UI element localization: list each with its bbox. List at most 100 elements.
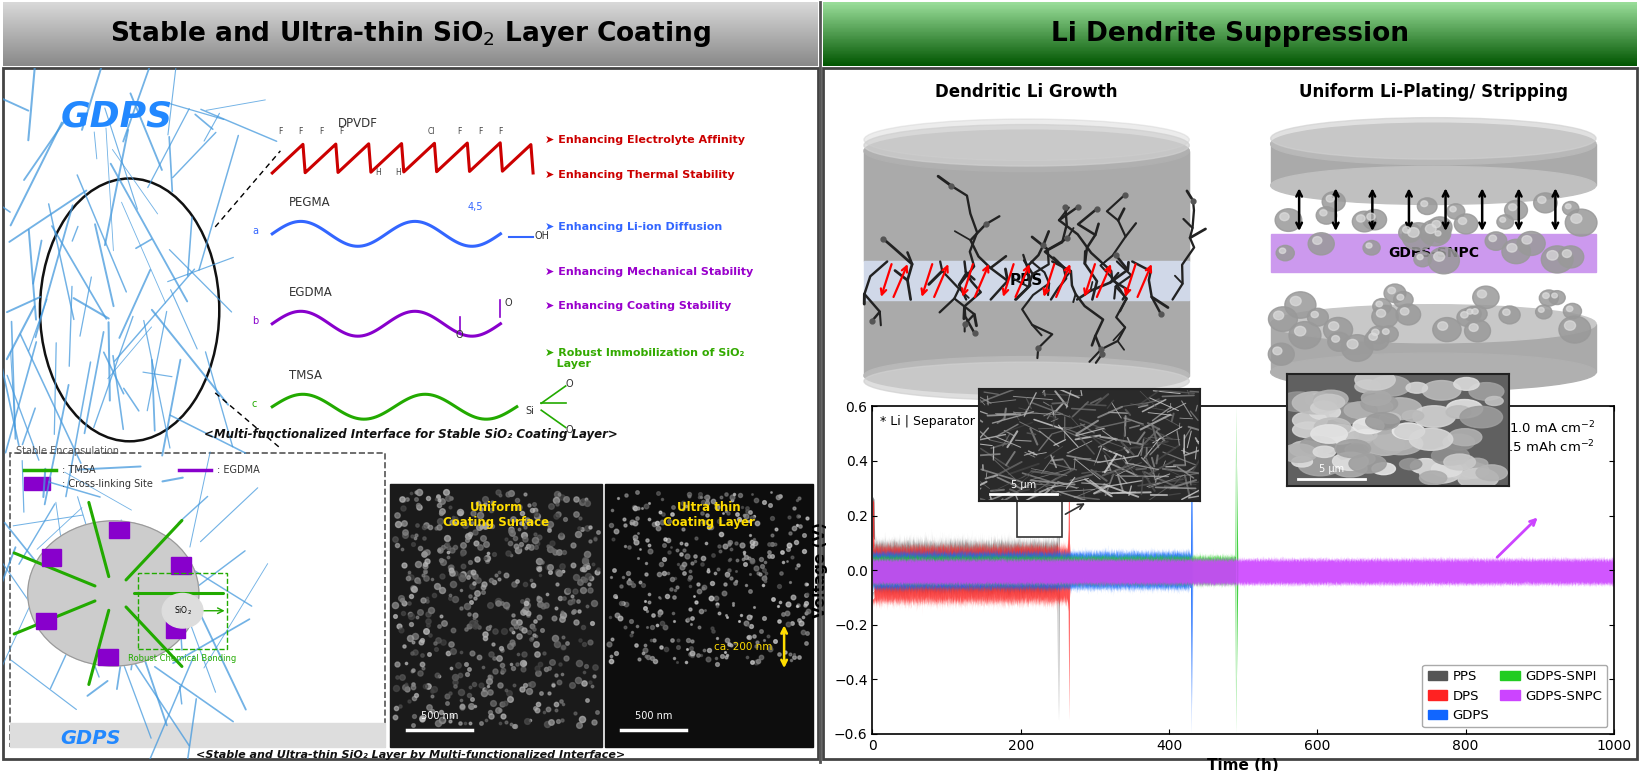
Text: TMSA: TMSA	[288, 369, 321, 382]
Bar	[3, 53, 818, 54]
Bar	[3, 26, 818, 27]
Circle shape	[1469, 324, 1477, 332]
Circle shape	[1355, 412, 1383, 426]
Bar	[166, 621, 185, 638]
Bar	[823, 52, 1636, 53]
Circle shape	[1311, 237, 1321, 244]
Ellipse shape	[864, 130, 1188, 172]
Bar	[3, 54, 818, 55]
Bar	[823, 26, 1636, 27]
Circle shape	[1326, 195, 1334, 202]
Circle shape	[1562, 303, 1580, 319]
Text: 1.0 mA cm$^{-2}$
0.5 mAh cm$^{-2}$: 1.0 mA cm$^{-2}$ 0.5 mAh cm$^{-2}$	[1500, 419, 1595, 456]
Bar	[823, 45, 1636, 46]
Circle shape	[1401, 410, 1423, 421]
Circle shape	[1395, 304, 1419, 325]
Bar	[3, 16, 818, 17]
Bar	[3, 11, 818, 12]
Bar	[823, 34, 1636, 35]
Circle shape	[1349, 453, 1373, 466]
Text: EGDMA: EGDMA	[288, 286, 333, 299]
Bar	[390, 484, 602, 747]
Circle shape	[1369, 375, 1410, 396]
Circle shape	[1272, 347, 1282, 355]
Bar	[823, 58, 1636, 59]
Circle shape	[1465, 309, 1472, 314]
Ellipse shape	[1270, 353, 1595, 391]
Circle shape	[1298, 453, 1341, 476]
Circle shape	[1382, 328, 1388, 335]
Bar	[823, 20, 1636, 21]
Circle shape	[1475, 465, 1506, 480]
Bar	[823, 27, 1636, 28]
Bar	[3, 33, 818, 34]
Bar	[823, 40, 1636, 41]
Bar	[3, 4, 818, 5]
Text: Stable Encapsulation: Stable Encapsulation	[15, 446, 118, 456]
Circle shape	[1408, 429, 1452, 450]
Text: Dendritic Li Growth: Dendritic Li Growth	[934, 83, 1118, 101]
Bar	[823, 39, 1636, 40]
Circle shape	[1308, 233, 1334, 255]
Circle shape	[1464, 306, 1480, 322]
Circle shape	[1401, 223, 1434, 251]
Bar	[3, 32, 818, 33]
Bar	[823, 9, 1636, 10]
Circle shape	[1378, 433, 1421, 455]
Bar	[3, 2, 818, 3]
Bar	[3, 63, 818, 64]
Bar	[823, 44, 1636, 45]
Text: Ultra thin
Coating Layer: Ultra thin Coating Layer	[662, 501, 754, 530]
Circle shape	[1372, 463, 1395, 475]
Circle shape	[1387, 288, 1395, 294]
Bar	[823, 60, 1636, 61]
Bar	[3, 47, 818, 48]
Bar	[823, 5, 1636, 6]
Bar	[823, 16, 1636, 17]
Circle shape	[1559, 316, 1590, 343]
Bar	[3, 62, 818, 63]
Text: O: O	[565, 379, 574, 389]
Bar	[10, 453, 385, 747]
Circle shape	[1392, 423, 1424, 439]
Circle shape	[1457, 217, 1465, 224]
Circle shape	[1557, 246, 1583, 268]
Bar	[823, 57, 1636, 58]
Bar	[823, 65, 1636, 66]
Text: <Stable and Ultra-thin SiO₂ Layer by Multi-functionalized Interface>: <Stable and Ultra-thin SiO₂ Layer by Mul…	[197, 750, 624, 760]
Circle shape	[1313, 390, 1347, 407]
Circle shape	[1331, 335, 1339, 342]
Circle shape	[1500, 217, 1505, 222]
Circle shape	[1310, 401, 1336, 414]
Bar	[3, 13, 818, 14]
Circle shape	[1365, 412, 1398, 429]
Bar	[3, 61, 818, 62]
Bar	[823, 37, 1636, 38]
Circle shape	[1355, 215, 1364, 222]
Bar	[823, 3, 1636, 4]
Circle shape	[1383, 284, 1405, 303]
Circle shape	[1564, 204, 1570, 209]
Bar	[3, 17, 818, 19]
Bar	[3, 21, 818, 22]
Bar	[864, 151, 1188, 261]
Circle shape	[1364, 329, 1388, 350]
Circle shape	[1498, 306, 1519, 324]
Circle shape	[1472, 286, 1498, 308]
Bar	[3, 56, 818, 57]
Circle shape	[1485, 396, 1503, 406]
Circle shape	[1365, 213, 1375, 221]
Bar	[823, 47, 1636, 48]
Text: F: F	[298, 126, 303, 136]
Bar	[823, 33, 1636, 34]
Circle shape	[1413, 252, 1431, 267]
Bar	[823, 61, 1636, 62]
Bar	[36, 613, 56, 629]
Circle shape	[1446, 460, 1483, 479]
Circle shape	[1534, 305, 1550, 319]
Circle shape	[1416, 254, 1423, 260]
Circle shape	[1419, 463, 1460, 483]
Bar	[823, 8, 1636, 9]
Bar	[823, 36, 1636, 37]
Bar	[3, 24, 818, 25]
